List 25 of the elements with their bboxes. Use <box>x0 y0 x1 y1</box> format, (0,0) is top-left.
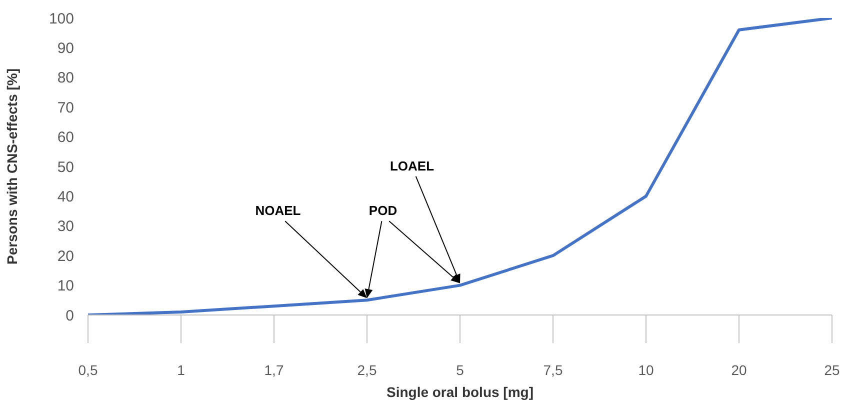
x-tick-label: 10 <box>638 362 654 378</box>
y-tick-label: 70 <box>57 99 74 116</box>
x-tick-label: 1 <box>177 362 186 378</box>
x-tick-label: 5 <box>456 362 464 378</box>
x-axis-title: Single oral bolus [mg] <box>386 384 534 400</box>
annotation: POD <box>368 203 398 218</box>
y-tick-label: 40 <box>57 188 74 206</box>
y-tick-label: 0 <box>66 307 74 324</box>
x-tick-label: 7,5 <box>543 362 563 378</box>
x-tick-label: 1,7 <box>264 362 284 378</box>
x-tick-label: 25 <box>824 362 840 378</box>
y-tick-label: 50 <box>57 158 74 176</box>
y-tick-label: 90 <box>57 40 74 58</box>
y-tick-label: 10 <box>57 278 74 295</box>
x-tick-label: 2,5 <box>357 362 377 378</box>
x-tick-label: 20 <box>731 362 747 378</box>
y-tick-label: 60 <box>57 129 74 146</box>
y-tick-label: 30 <box>57 218 74 236</box>
x-tick-label: 0,5 <box>78 362 98 378</box>
y-axis-title: Persons with CNS-effects [%] <box>4 68 20 265</box>
y-tick-label: 20 <box>57 248 74 265</box>
y-tick-label: 100 <box>48 10 74 28</box>
annotation: LOAEL <box>390 158 434 174</box>
annotation: NOAEL <box>255 203 301 218</box>
y-tick-label: 80 <box>57 70 74 87</box>
